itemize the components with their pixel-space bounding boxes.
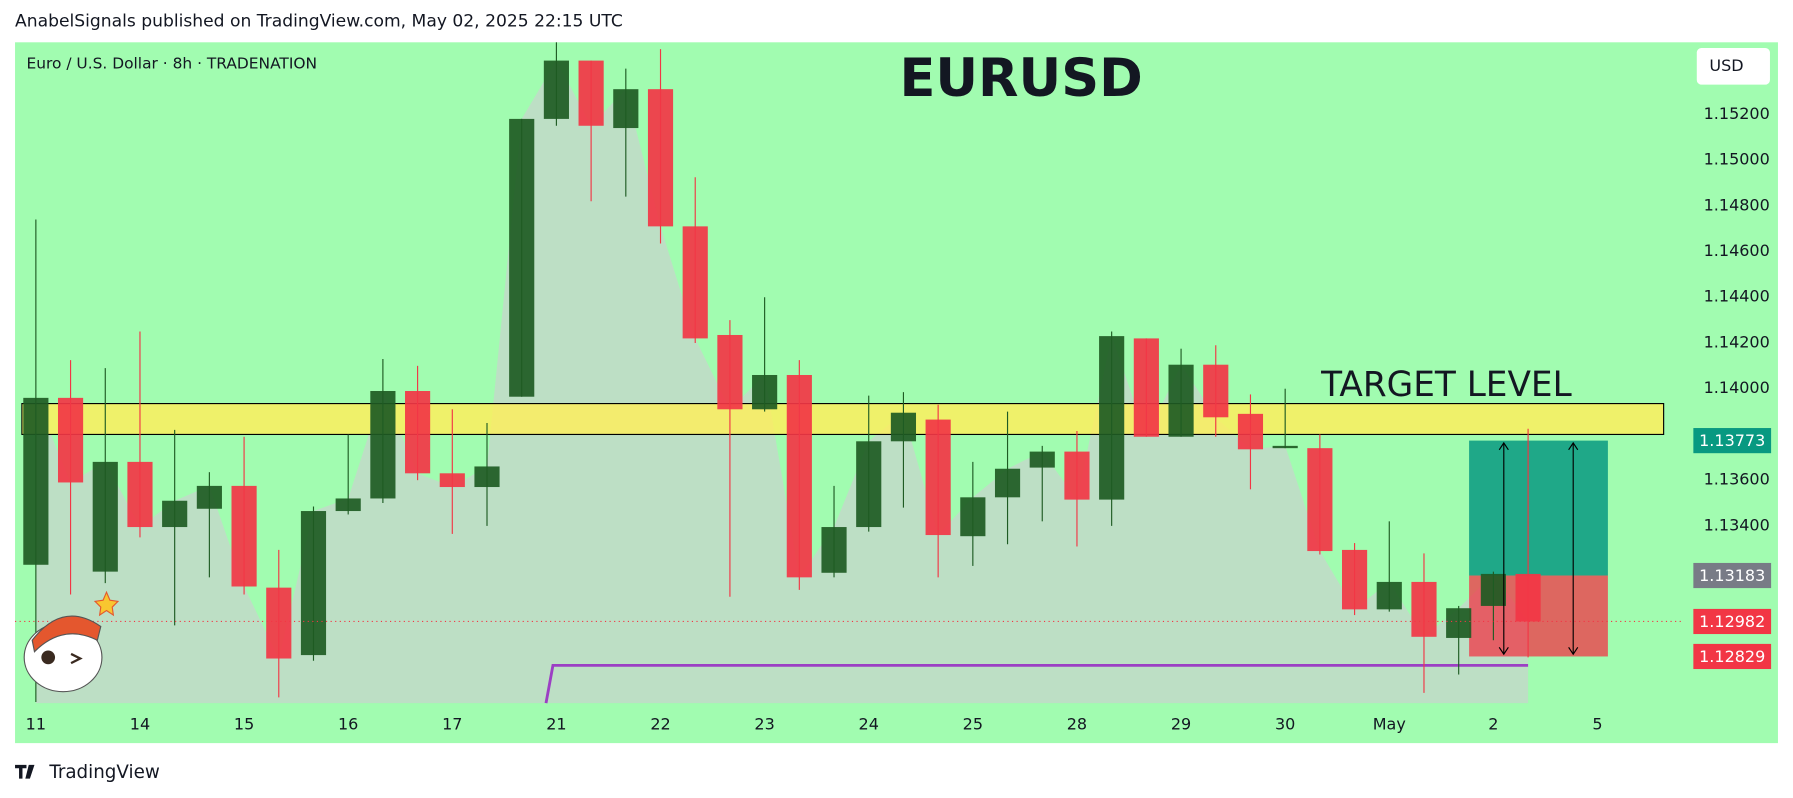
x-tick-label: May xyxy=(1373,714,1406,733)
candle-body xyxy=(821,527,847,573)
candle-body xyxy=(1480,573,1506,606)
x-tick-label: 16 xyxy=(338,714,358,733)
x-tick-label: 15 xyxy=(234,714,254,733)
price-label: 1.13773 xyxy=(1699,431,1765,450)
currency[interactable]: USD xyxy=(1709,56,1743,75)
y-tick-label: 1.14600 xyxy=(1704,241,1770,260)
candle-body xyxy=(786,374,812,578)
candle-body xyxy=(439,473,465,488)
mascot xyxy=(23,590,120,693)
candle-body xyxy=(1307,448,1333,552)
x-tick-label: 17 xyxy=(442,714,462,733)
candle-body xyxy=(613,89,639,129)
candle-body xyxy=(752,374,778,410)
price-label-bg xyxy=(1693,643,1772,670)
candle-body xyxy=(1376,581,1402,610)
x-tick-label: 30 xyxy=(1275,714,1295,733)
x-tick-label: 14 xyxy=(130,714,150,733)
candle-body xyxy=(717,334,743,410)
subtitle: Euro / U.S. Dollar · 8h · TRADENATION xyxy=(26,55,317,73)
candle-body xyxy=(1411,581,1437,637)
x-tick-label: 2 xyxy=(1488,714,1498,733)
x-tick-label: 5 xyxy=(1592,714,1602,733)
profit-zone xyxy=(1469,440,1608,576)
price-label-bg xyxy=(1693,562,1772,589)
candle-body xyxy=(1203,364,1229,418)
candle-body xyxy=(1168,364,1194,437)
y-tick-label: 1.13400 xyxy=(1704,515,1770,534)
mascot-star xyxy=(93,590,120,617)
candle-body xyxy=(960,497,986,537)
candle-body xyxy=(682,226,708,339)
candle-body xyxy=(162,500,188,528)
candle-body xyxy=(474,466,500,488)
candle-body xyxy=(1515,573,1541,622)
candle-body xyxy=(1446,608,1472,638)
candle-body xyxy=(1341,549,1368,610)
footer: TradingView xyxy=(48,762,160,783)
candle-body xyxy=(1029,451,1055,468)
candle-body xyxy=(231,485,257,587)
chart-title: EURUSD xyxy=(899,48,1142,109)
support-line xyxy=(544,663,1529,704)
candle-body xyxy=(335,498,361,512)
x-tick-label: 24 xyxy=(859,714,879,733)
x-tick-label: 23 xyxy=(754,714,774,733)
candle-body xyxy=(1272,445,1298,449)
candle-body xyxy=(196,485,222,509)
arrow-head xyxy=(1568,441,1579,656)
candle-body xyxy=(994,468,1021,498)
candle-body xyxy=(300,511,327,656)
y-tick-label: 1.15000 xyxy=(1704,150,1770,169)
candle-body xyxy=(1099,336,1125,500)
candle-body xyxy=(92,461,118,572)
header: AnabelSignals published on TradingView.c… xyxy=(15,12,623,32)
price-label-bg xyxy=(1693,428,1772,454)
target-zone xyxy=(21,403,1665,436)
candle-body xyxy=(370,390,396,499)
candle-body xyxy=(856,441,882,528)
candle-body xyxy=(647,89,674,227)
candle-body xyxy=(405,390,431,474)
candle-body xyxy=(578,60,604,126)
y-tick-label: 1.14000 xyxy=(1704,378,1770,397)
mascot-hat xyxy=(31,615,102,653)
x-tick-label: 28 xyxy=(1067,714,1087,733)
close-area xyxy=(35,60,1529,704)
annotation: TARGET LEVEL xyxy=(1320,365,1572,405)
candle-body xyxy=(543,60,569,119)
mascot-eye-closed xyxy=(70,652,83,665)
candle-body xyxy=(266,587,292,659)
candle-body xyxy=(509,118,535,397)
logo xyxy=(15,764,35,779)
price-label: 1.12982 xyxy=(1699,612,1765,631)
x-tick-label: 25 xyxy=(963,714,983,733)
x-tick-label: 21 xyxy=(546,714,566,733)
candle-body xyxy=(1133,338,1159,437)
price-label: 1.12829 xyxy=(1699,647,1765,666)
price-label-bg xyxy=(1693,608,1772,635)
y-tick-label: 1.15200 xyxy=(1704,104,1770,123)
candle-body xyxy=(23,397,49,565)
currency-box[interactable] xyxy=(1696,48,1770,85)
mascot-eye xyxy=(41,650,56,665)
candle-body xyxy=(127,461,153,528)
y-tick-label: 1.14800 xyxy=(1704,195,1770,214)
price-label: 1.13183 xyxy=(1699,566,1765,585)
x-tick-label: 29 xyxy=(1171,714,1191,733)
candle-body xyxy=(1064,451,1090,500)
x-tick-label: 11 xyxy=(26,714,46,733)
y-tick-label: 1.13600 xyxy=(1704,470,1770,489)
candle-body xyxy=(925,419,951,536)
candle-body xyxy=(890,412,917,442)
y-tick-label: 1.14400 xyxy=(1704,287,1770,306)
candle-body xyxy=(57,397,84,483)
candle-body xyxy=(1237,413,1264,450)
x-tick-label: 22 xyxy=(650,714,670,733)
arrow-head xyxy=(1498,441,1509,656)
y-tick-label: 1.14200 xyxy=(1704,332,1770,351)
